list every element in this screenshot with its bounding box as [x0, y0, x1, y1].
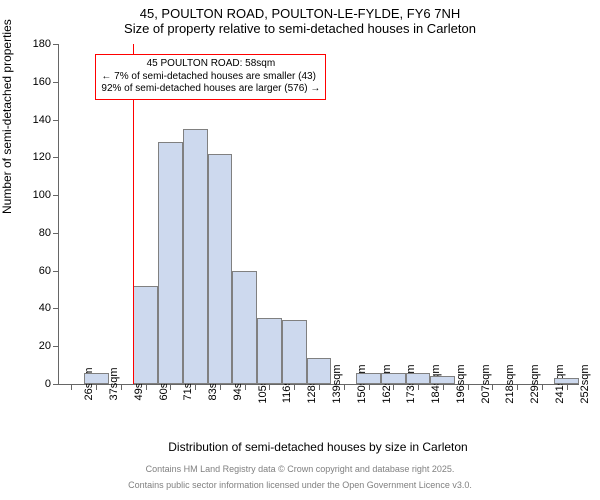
histogram-bar — [232, 271, 257, 384]
credits-line2: Contains public sector information licen… — [0, 476, 600, 492]
histogram-bar — [381, 373, 406, 384]
histogram-bar — [307, 358, 332, 384]
annotation-box: 45 POULTON ROAD: 58sqm← 7% of semi-detac… — [95, 54, 326, 100]
annotation-line: 92% of semi-detached houses are larger (… — [101, 83, 320, 96]
x-tick — [369, 384, 370, 390]
y-tick-label: 40 — [39, 302, 59, 314]
x-tick — [245, 384, 246, 390]
histogram-bar — [282, 320, 307, 384]
x-axis-label: Distribution of semi-detached houses by … — [58, 440, 578, 454]
x-tick-label: 162sqm — [373, 364, 393, 403]
y-tick-label: 100 — [33, 189, 59, 201]
plot-area: 02040608010012014016018026sqm37sqm49sqm6… — [58, 44, 579, 385]
x-tick — [220, 384, 221, 390]
x-tick — [269, 384, 270, 390]
histogram-bar — [158, 142, 183, 384]
x-tick — [567, 384, 568, 390]
y-tick-label: 160 — [33, 76, 59, 88]
credits: Contains HM Land Registry data © Crown c… — [0, 460, 600, 491]
x-tick — [146, 384, 147, 390]
x-tick — [121, 384, 122, 390]
x-tick — [542, 384, 543, 390]
x-tick-label: 207sqm — [472, 364, 492, 403]
x-tick — [344, 384, 345, 390]
y-tick-label: 140 — [33, 114, 59, 126]
y-tick-label: 60 — [39, 265, 59, 277]
x-tick — [294, 384, 295, 390]
x-tick-label: 252sqm — [571, 364, 591, 403]
y-tick-label: 20 — [39, 340, 59, 352]
x-tick-label: 173sqm — [397, 364, 417, 403]
y-tick-label: 80 — [39, 227, 59, 239]
x-tick — [393, 384, 394, 390]
x-tick-label: 218sqm — [496, 364, 516, 403]
x-tick — [443, 384, 444, 390]
histogram-bar — [430, 376, 455, 384]
histogram-bar — [133, 286, 158, 384]
x-tick — [492, 384, 493, 390]
histogram-bar — [554, 378, 579, 384]
x-tick-label: 241sqm — [546, 364, 566, 403]
annotation-line: 45 POULTON ROAD: 58sqm — [101, 58, 320, 71]
title-subtitle: Size of property relative to semi-detach… — [0, 21, 600, 38]
y-tick-label: 0 — [45, 378, 59, 390]
x-tick — [170, 384, 171, 390]
x-tick — [418, 384, 419, 390]
histogram-bar — [257, 318, 282, 384]
y-tick-label: 120 — [33, 151, 59, 163]
histogram-bar — [356, 373, 381, 384]
credits-line1: Contains HM Land Registry data © Crown c… — [0, 460, 600, 476]
annotation-line: ← 7% of semi-detached houses are smaller… — [101, 71, 320, 84]
x-tick — [319, 384, 320, 390]
histogram-bar — [84, 373, 109, 384]
x-tick — [468, 384, 469, 390]
x-tick-label: 229sqm — [521, 364, 541, 403]
histogram-bar — [406, 373, 431, 384]
x-tick — [195, 384, 196, 390]
x-tick-label: 196sqm — [447, 364, 467, 403]
x-tick-label: 150sqm — [348, 364, 368, 403]
x-tick — [96, 384, 97, 390]
y-tick-label: 180 — [33, 38, 59, 50]
x-tick-label: 184sqm — [422, 364, 442, 403]
x-tick — [517, 384, 518, 390]
x-tick — [71, 384, 72, 390]
histogram-bar — [208, 154, 233, 384]
chart-container: 45, POULTON ROAD, POULTON-LE-FYLDE, FY6 … — [0, 0, 600, 500]
title-address: 45, POULTON ROAD, POULTON-LE-FYLDE, FY6 … — [0, 0, 600, 21]
histogram-bar — [183, 129, 208, 384]
